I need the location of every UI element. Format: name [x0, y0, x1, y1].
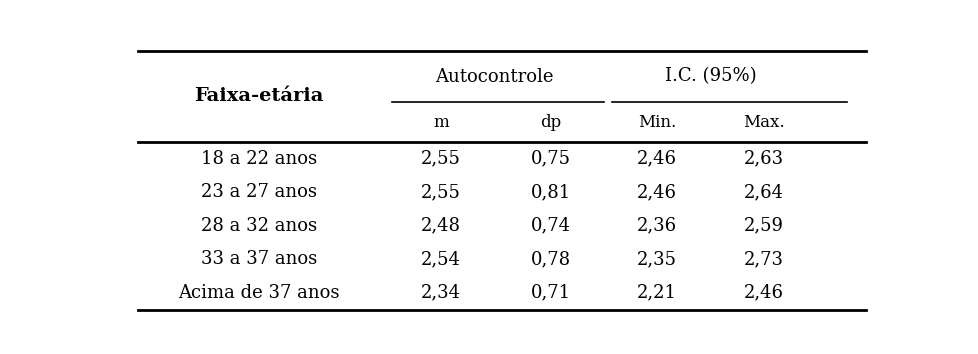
- Text: Max.: Max.: [742, 114, 783, 131]
- Text: 0,81: 0,81: [530, 183, 570, 201]
- Text: 0,78: 0,78: [530, 250, 570, 268]
- Text: 2,59: 2,59: [742, 217, 782, 235]
- Text: 23 a 27 anos: 23 a 27 anos: [200, 183, 317, 201]
- Text: 2,46: 2,46: [637, 150, 677, 168]
- Text: 28 a 32 anos: 28 a 32 anos: [200, 217, 317, 235]
- Text: 2,55: 2,55: [421, 150, 461, 168]
- Text: 2,55: 2,55: [421, 183, 461, 201]
- Text: Min.: Min.: [638, 114, 676, 131]
- Text: 2,73: 2,73: [742, 250, 782, 268]
- Text: 2,35: 2,35: [637, 250, 677, 268]
- Text: 2,63: 2,63: [742, 150, 782, 168]
- Text: Acima de 37 anos: Acima de 37 anos: [178, 284, 339, 302]
- Text: 0,74: 0,74: [530, 217, 570, 235]
- Text: 2,64: 2,64: [742, 183, 782, 201]
- Text: 2,48: 2,48: [421, 217, 461, 235]
- Text: 18 a 22 anos: 18 a 22 anos: [200, 150, 317, 168]
- Text: I.C. (95%): I.C. (95%): [664, 68, 755, 86]
- Text: 0,71: 0,71: [530, 284, 570, 302]
- Text: Autocontrole: Autocontrole: [434, 68, 553, 86]
- Text: 2,36: 2,36: [637, 217, 677, 235]
- Text: 2,46: 2,46: [742, 284, 782, 302]
- Text: 0,75: 0,75: [530, 150, 570, 168]
- Text: 2,54: 2,54: [421, 250, 461, 268]
- Text: m: m: [432, 114, 449, 131]
- Text: 2,34: 2,34: [421, 284, 461, 302]
- Text: 33 a 37 anos: 33 a 37 anos: [200, 250, 317, 268]
- Text: Faixa-etária: Faixa-etária: [194, 87, 324, 105]
- Text: dp: dp: [540, 114, 561, 131]
- Text: 2,21: 2,21: [637, 284, 677, 302]
- Text: 2,46: 2,46: [637, 183, 677, 201]
